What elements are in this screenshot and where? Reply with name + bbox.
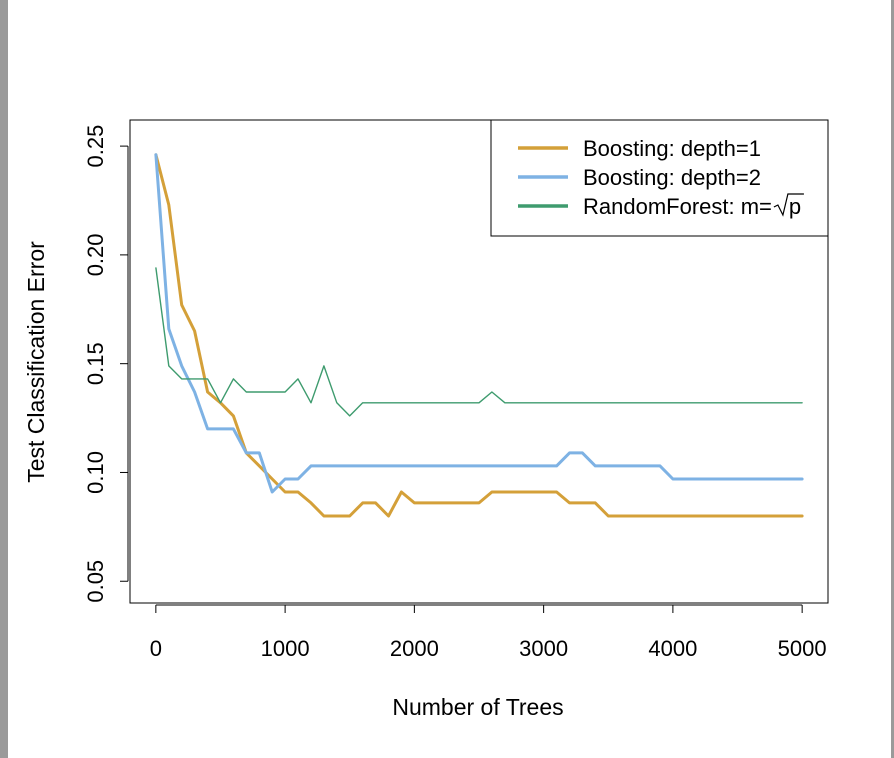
x-tick-label: 4000	[648, 636, 697, 661]
y-tick-label: 0.20	[83, 233, 108, 276]
legend-label: Boosting: depth=1	[583, 136, 761, 161]
legend-label: Boosting: depth=2	[583, 165, 761, 190]
y-axis-title: Test Classification Error	[23, 241, 49, 483]
sqrt-icon	[773, 193, 804, 217]
legend-label-suffix: p	[789, 194, 801, 219]
y-tick-label: 0.05	[83, 560, 108, 603]
legend-label: RandomForest: m=	[583, 194, 772, 219]
x-tick-label: 3000	[519, 636, 568, 661]
x-axis: 0 1000 2000 3000 4000 5000	[150, 604, 827, 661]
x-tick-label: 2000	[390, 636, 439, 661]
y-axis: 0.05 0.10 0.15 0.20 0.25	[83, 125, 129, 603]
y-tick-label: 0.15	[83, 342, 108, 385]
plot-frame	[129, 119, 829, 604]
series-line-2	[154, 153, 804, 494]
legend: Boosting: depth=1 Boosting: depth=2 Random…	[490, 119, 829, 237]
x-axis-title: Number of Trees	[392, 694, 563, 720]
y-tick-label: 0.25	[83, 125, 108, 168]
y-tick-label: 0.10	[83, 451, 108, 494]
x-tick-label: 1000	[261, 636, 310, 661]
line-chart: 0 1000 2000 3000 4000 5000 0.050.100.150.200.…	[23, 119, 829, 720]
series-line-1	[154, 153, 804, 518]
x-tick-label: 5000	[778, 636, 827, 661]
x-tick-label: 0	[150, 636, 162, 661]
series-layer	[154, 153, 804, 518]
series-line-3	[155, 267, 803, 417]
